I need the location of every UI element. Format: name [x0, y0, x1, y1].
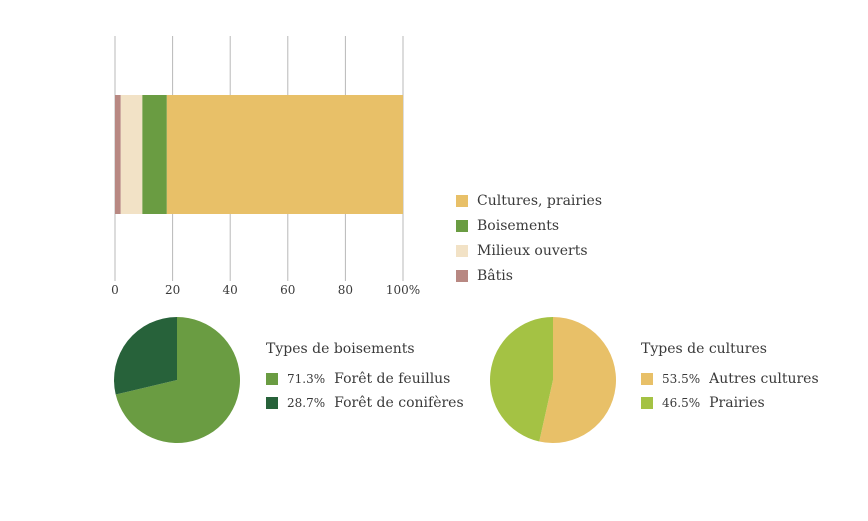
slice-label: Forêt de feuillus	[334, 371, 451, 387]
legend-swatch	[266, 373, 278, 385]
bar-segment	[142, 95, 167, 214]
slice-percent: 28.7%	[287, 396, 326, 410]
pie-legend-boisements: Types de boisements 71.3% Forêt de feuil…	[266, 341, 464, 415]
bar-segment	[166, 95, 403, 214]
slice-percent: 46.5%	[662, 396, 701, 410]
bar-x-ticks: 0 20 40 60 80 100%	[111, 283, 420, 297]
legend-swatch	[641, 397, 653, 409]
legend-item: 46.5% Prairies	[641, 391, 819, 415]
legend-swatch	[641, 373, 653, 385]
legend-item: 71.3% Forêt de feuillus	[266, 367, 464, 391]
legend-item: Bâtis	[456, 263, 602, 288]
slice-label: Forêt de conifères	[334, 395, 464, 411]
bar-segment	[120, 95, 143, 214]
legend-swatch	[266, 397, 278, 409]
bar-segment	[115, 95, 121, 214]
pie-legend-cultures: Types de cultures 53.5% Autres cultures …	[641, 341, 819, 415]
pie-slice	[539, 317, 616, 443]
bar-segments	[115, 95, 403, 214]
legend-item: Cultures, prairies	[456, 188, 602, 213]
legend-item: 28.7% Forêt de conifères	[266, 391, 464, 415]
slice-label: Prairies	[709, 395, 765, 411]
legend-item: Boisements	[456, 213, 602, 238]
pie-slice	[114, 317, 177, 395]
x-tick-label: 60	[280, 283, 295, 297]
slice-label: Autres cultures	[709, 371, 819, 387]
legend-swatch	[456, 269, 468, 282]
slice-percent: 71.3%	[287, 372, 326, 386]
legend-label: Boisements	[477, 217, 560, 234]
legend-label: Bâtis	[477, 267, 513, 284]
legend-label: Cultures, prairies	[477, 192, 603, 209]
legend-item: Milieux ouverts	[456, 238, 602, 263]
x-tick-label: 40	[223, 283, 238, 297]
pie-title: Types de boisements	[266, 341, 415, 357]
slice-percent: 53.5%	[662, 372, 701, 386]
stacked-bar-chart: 0 20 40 60 80 100%	[111, 36, 420, 297]
x-tick-label: 100%	[386, 283, 420, 297]
x-tick-label: 80	[338, 283, 353, 297]
legend-swatch	[456, 194, 468, 207]
legend-swatch	[456, 219, 468, 232]
legend-label: Milieux ouverts	[477, 242, 588, 259]
x-tick-label: 20	[165, 283, 180, 297]
pie-slice	[489, 317, 553, 442]
legend-item: 53.5% Autres cultures	[641, 367, 819, 391]
bar-legend: Cultures, prairies Boisements Milieux ou…	[456, 188, 602, 288]
x-tick-label: 0	[111, 283, 119, 297]
pie-slice	[115, 317, 241, 444]
pie-title: Types de cultures	[641, 341, 767, 357]
legend-swatch	[456, 244, 468, 257]
